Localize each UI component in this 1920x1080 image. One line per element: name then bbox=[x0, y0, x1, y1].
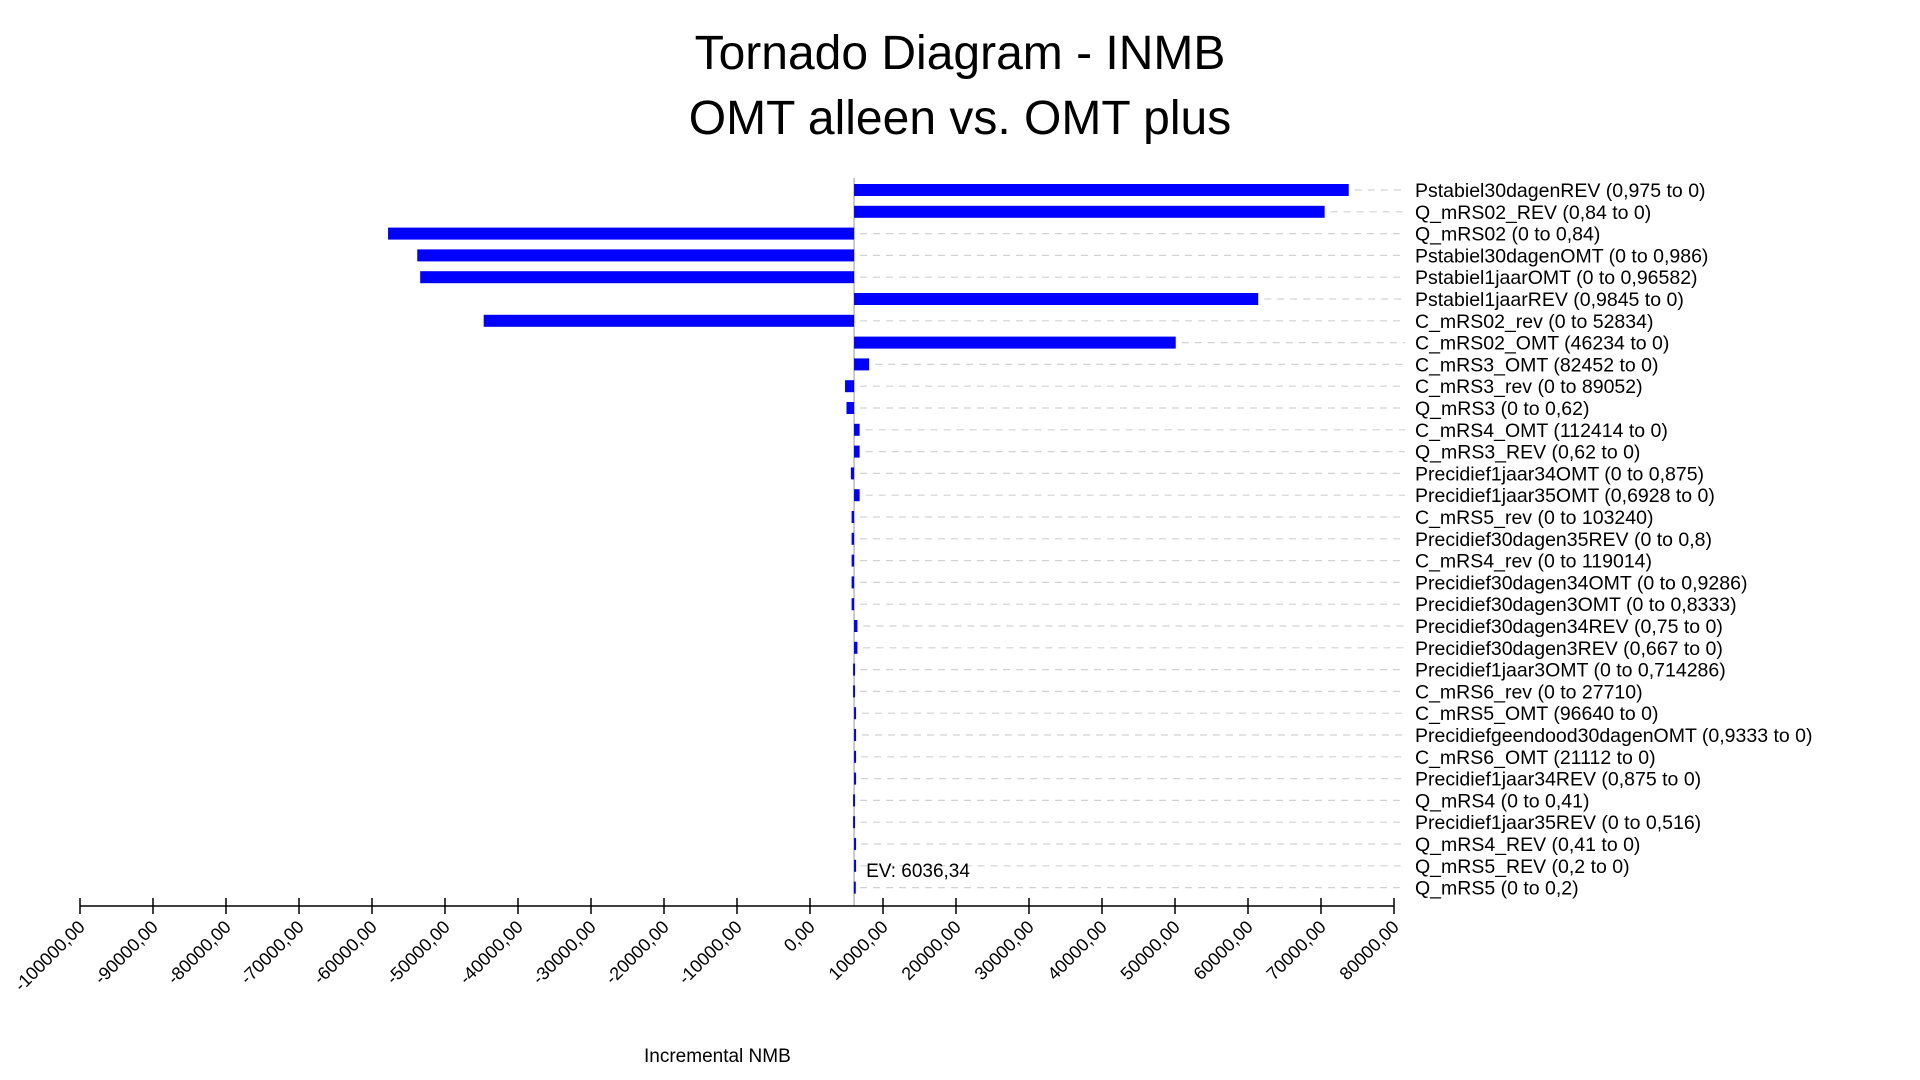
bar-label: C_mRS6_rev (0 to 27710) bbox=[1415, 681, 1643, 703]
x-tick-label: -80000,00 bbox=[163, 917, 234, 988]
tornado-bar bbox=[420, 271, 855, 284]
bar-label: C_mRS5_rev (0 to 103240) bbox=[1415, 507, 1653, 529]
x-tick-label: -20000,00 bbox=[601, 917, 672, 988]
tornado-bar bbox=[850, 467, 855, 480]
bar-label: Precidief1jaar35REV (0 to 0,516) bbox=[1415, 812, 1701, 834]
bar-label: Q_mRS5 (0 to 0,2) bbox=[1415, 878, 1579, 900]
tornado-bar bbox=[854, 423, 860, 436]
tornado-bar bbox=[417, 249, 855, 262]
x-axis: -100000,00 -90000,00 -80000,00 -70000,00 -60… bbox=[10, 898, 1403, 995]
tornado-bar bbox=[846, 402, 855, 414]
tornado-bar bbox=[854, 707, 857, 720]
bar-label: Precidief1jaar3OMT (0 to 0,714286) bbox=[1415, 660, 1726, 682]
x-axis-title: Incremental NMB bbox=[644, 1046, 791, 1067]
x-tick-label: 10000,00 bbox=[825, 917, 892, 984]
tornado-bar bbox=[853, 663, 856, 676]
x-tick-label: -30000,00 bbox=[528, 917, 599, 988]
tornado-bar bbox=[854, 489, 860, 502]
bar-label: C_mRS4_OMT (112414 to 0) bbox=[1415, 420, 1668, 442]
x-tick-label: -100000,00 bbox=[10, 917, 89, 996]
tornado-bar bbox=[853, 794, 856, 807]
bar-label: Pstabiel30dagenREV (0,975 to 0) bbox=[1415, 180, 1706, 202]
bar-label: Pstabiel30dagenOMT (0 to 0,986) bbox=[1415, 245, 1708, 267]
tornado-bar bbox=[853, 685, 856, 698]
bar-label: C_mRS02_OMT (46234 to 0) bbox=[1415, 333, 1669, 355]
bar-label: Precidief1jaar35OMT (0,6928 to 0) bbox=[1415, 485, 1715, 507]
bar-label: Precidief30dagen35REV (0 to 0,8) bbox=[1415, 529, 1712, 551]
tornado-bar bbox=[853, 881, 856, 894]
bar-label: Pstabiel1jaarOMT (0 to 0,96582) bbox=[1415, 267, 1698, 289]
bar-label: Q_mRS4_REV (0,41 to 0) bbox=[1415, 834, 1640, 856]
tornado-bar bbox=[854, 293, 1259, 305]
bar-label: Q_mRS3 (0 to 0,62) bbox=[1415, 398, 1590, 420]
tornado-bar bbox=[854, 445, 860, 458]
tornado-bar bbox=[854, 750, 857, 763]
tornado-bar bbox=[851, 598, 855, 611]
bar-label: Precidief30dagen3REV (0,667 to 0) bbox=[1415, 638, 1723, 660]
bar-label: C_mRS3_OMT (82452 to 0) bbox=[1415, 354, 1659, 376]
tornado-bar bbox=[851, 576, 855, 589]
tornado-bar bbox=[854, 859, 857, 872]
tornado-bar bbox=[854, 729, 857, 741]
x-tick-label: -40000,00 bbox=[455, 917, 526, 988]
tornado-bar bbox=[853, 816, 856, 829]
x-tick-label: -50000,00 bbox=[382, 917, 453, 988]
x-tick-label: 60000,00 bbox=[1190, 917, 1257, 984]
bar-label: C_mRS4_rev (0 to 119014) bbox=[1415, 551, 1652, 573]
x-tick-label: -10000,00 bbox=[674, 917, 745, 988]
tornado-bar bbox=[854, 838, 857, 850]
x-tick-label: -60000,00 bbox=[309, 917, 380, 988]
bar-label: Precidief30dagen34REV (0,75 to 0) bbox=[1415, 616, 1723, 638]
bar-label: Precidief1jaar34REV (0,875 to 0) bbox=[1415, 769, 1701, 791]
leader-lines bbox=[860, 189, 1405, 889]
bars bbox=[388, 184, 1349, 894]
tornado-bar bbox=[854, 336, 1176, 349]
tornado-bar bbox=[854, 205, 1325, 218]
tornado-bar bbox=[854, 184, 1349, 196]
tornado-bar bbox=[845, 380, 855, 393]
chart-subtitle: OMT alleen vs. OMT plus bbox=[688, 92, 1232, 145]
bar-label: C_mRS02_rev (0 to 52834) bbox=[1415, 311, 1653, 333]
ev-label: EV: 6036,34 bbox=[866, 861, 970, 882]
bar-label: C_mRS3_rev (0 to 89052) bbox=[1415, 376, 1643, 398]
tornado-bar bbox=[851, 511, 855, 523]
tornado-bar bbox=[851, 532, 855, 545]
tornado-bar bbox=[851, 554, 855, 567]
chart-title: Tornado Diagram - INMB bbox=[694, 27, 1226, 80]
bar-label: Q_mRS02 (0 to 0,84) bbox=[1415, 224, 1600, 246]
bar-label: Precidief1jaar34OMT (0 to 0,875) bbox=[1415, 463, 1704, 485]
x-tick-label: -70000,00 bbox=[236, 917, 307, 988]
tornado-bar bbox=[854, 620, 858, 632]
x-tick-label: 80000,00 bbox=[1336, 917, 1403, 984]
tornado-bar bbox=[854, 772, 857, 785]
bar-label: C_mRS5_OMT (96640 to 0) bbox=[1415, 703, 1659, 725]
x-tick-label: 20000,00 bbox=[898, 917, 965, 984]
bar-label: Q_mRS02_REV (0,84 to 0) bbox=[1415, 202, 1651, 224]
bar-label: Precidief30dagen3OMT (0 to 0,8333) bbox=[1415, 594, 1737, 616]
bar-label: Pstabiel1jaarREV (0,9845 to 0) bbox=[1415, 289, 1684, 311]
x-tick-label: 50000,00 bbox=[1117, 917, 1184, 984]
tornado-bar bbox=[854, 358, 870, 371]
x-tick-label: -90000,00 bbox=[90, 917, 161, 988]
x-tick-label: 30000,00 bbox=[971, 917, 1038, 984]
bar-label: C_mRS6_OMT (21112 to 0) bbox=[1415, 747, 1656, 769]
x-tick-label: 0,00 bbox=[780, 917, 819, 956]
x-tick-label: 40000,00 bbox=[1044, 917, 1111, 984]
bar-label: Precidief30dagen34OMT (0 to 0,9286) bbox=[1415, 572, 1747, 594]
tornado-bar bbox=[388, 227, 855, 240]
tornado-bar bbox=[483, 314, 855, 327]
bar-label: Q_mRS4 (0 to 0,41) bbox=[1415, 790, 1590, 812]
bar-label: Precidiefgeendood30dagenOMT (0,9333 to 0… bbox=[1415, 725, 1813, 747]
bar-label: Q_mRS3_REV (0,62 to 0) bbox=[1415, 442, 1640, 464]
tornado-bar bbox=[854, 641, 858, 654]
bar-label: Q_mRS5_REV (0,2 to 0) bbox=[1415, 856, 1630, 878]
bar-labels: Pstabiel30dagenREV (0,975 to 0)Q_mRS02_R… bbox=[1415, 180, 1813, 900]
x-tick-label: 70000,00 bbox=[1263, 917, 1330, 984]
